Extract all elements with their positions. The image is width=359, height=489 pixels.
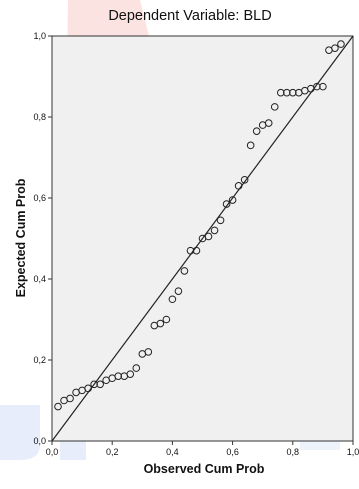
data-point xyxy=(84,384,92,393)
data-point xyxy=(264,119,273,127)
y-axis-label: Expected Cum Prob xyxy=(14,178,28,298)
x-tick-label: 0,8 xyxy=(287,447,300,457)
data-point xyxy=(246,141,255,150)
data-point xyxy=(276,88,285,97)
y-tick-label: 0,8 xyxy=(33,112,46,122)
data-point xyxy=(144,348,153,356)
data-point xyxy=(331,44,339,52)
y-tick-label: 0,0 xyxy=(33,436,46,446)
data-point xyxy=(168,295,177,304)
x-tick-label: 1,0 xyxy=(347,447,359,457)
data-point xyxy=(289,88,297,97)
data-point xyxy=(174,287,183,295)
data-point xyxy=(126,370,135,378)
y-tick-label: 0,4 xyxy=(33,274,46,284)
data-point xyxy=(240,175,249,184)
data-point xyxy=(282,88,291,97)
data-point xyxy=(210,226,219,235)
data-point xyxy=(54,402,62,411)
data-point xyxy=(114,372,123,381)
reference-line xyxy=(51,35,354,442)
data-point xyxy=(337,40,345,48)
y-tick-label: 0,6 xyxy=(33,193,46,203)
x-tick-label: 0,2 xyxy=(106,447,119,457)
data-point xyxy=(270,103,279,111)
data-point xyxy=(156,319,165,328)
data-point xyxy=(204,232,213,241)
x-tick-label: 0,4 xyxy=(166,447,179,457)
x-axis-label: Observed Cum Prob xyxy=(143,462,265,476)
data-point xyxy=(234,182,243,190)
chart-title: Dependent Variable: BLD xyxy=(108,8,272,24)
data-point xyxy=(192,246,201,255)
data-point xyxy=(66,394,74,403)
data-point xyxy=(319,82,327,91)
data-point xyxy=(252,127,261,135)
x-tick-label: 0,6 xyxy=(226,447,239,457)
y-tick-label: 1,0 xyxy=(33,31,46,41)
data-point xyxy=(132,364,141,372)
data-point xyxy=(96,380,104,389)
data-point xyxy=(228,196,237,204)
data-point xyxy=(162,315,171,324)
data-point xyxy=(313,82,321,91)
data-point xyxy=(90,380,98,389)
x-tick-label: 0,0 xyxy=(46,447,59,457)
data-point xyxy=(186,246,195,255)
y-tick-label: 0,2 xyxy=(33,355,46,365)
data-point xyxy=(180,267,189,275)
data-point xyxy=(216,216,225,225)
data-point xyxy=(222,200,231,208)
